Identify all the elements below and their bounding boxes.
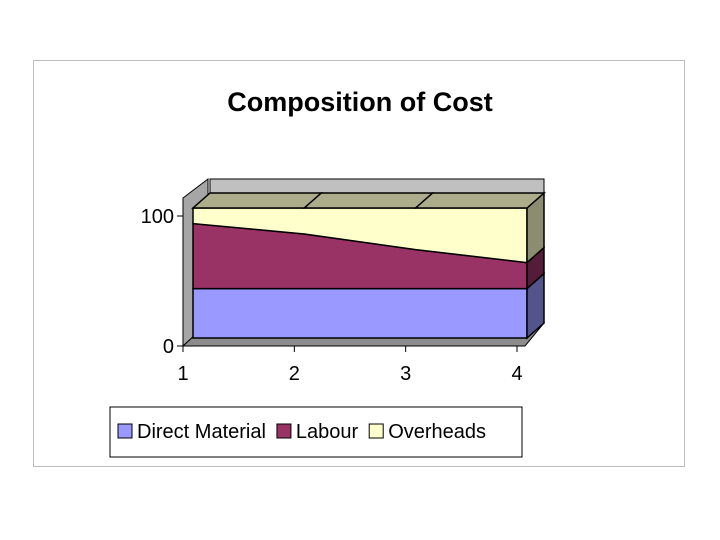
series-top-overheads-1 (191, 192, 324, 209)
x-tick-label: 3 (400, 363, 411, 385)
legend-label-overheads: Overheads (388, 421, 486, 443)
y-tick-label: 100 (141, 206, 174, 228)
legend-label-labour: Labour (296, 421, 359, 443)
series-top-overheads-3 (413, 192, 546, 209)
plot-area (191, 191, 546, 340)
x-tick-label: 4 (511, 363, 522, 385)
legend-box (109, 406, 523, 458)
legend-swatch-overheads (368, 423, 384, 439)
x-tick-label: 1 (177, 363, 188, 385)
series-area-direct-material (192, 287, 528, 339)
series-top-overheads-2 (302, 192, 435, 209)
legend-swatch-labour (276, 423, 292, 439)
legend: Direct Material Labour Overheads (109, 406, 523, 458)
y-tick-label: 0 (163, 336, 174, 358)
axes: 0 100 1 2 3 4 (141, 198, 525, 385)
chart-title: Composition of Cost (227, 87, 492, 117)
x-tick-label: 2 (289, 363, 300, 385)
legend-label-direct-material: Direct Material (137, 421, 266, 443)
legend-swatch-direct-material (117, 423, 133, 439)
